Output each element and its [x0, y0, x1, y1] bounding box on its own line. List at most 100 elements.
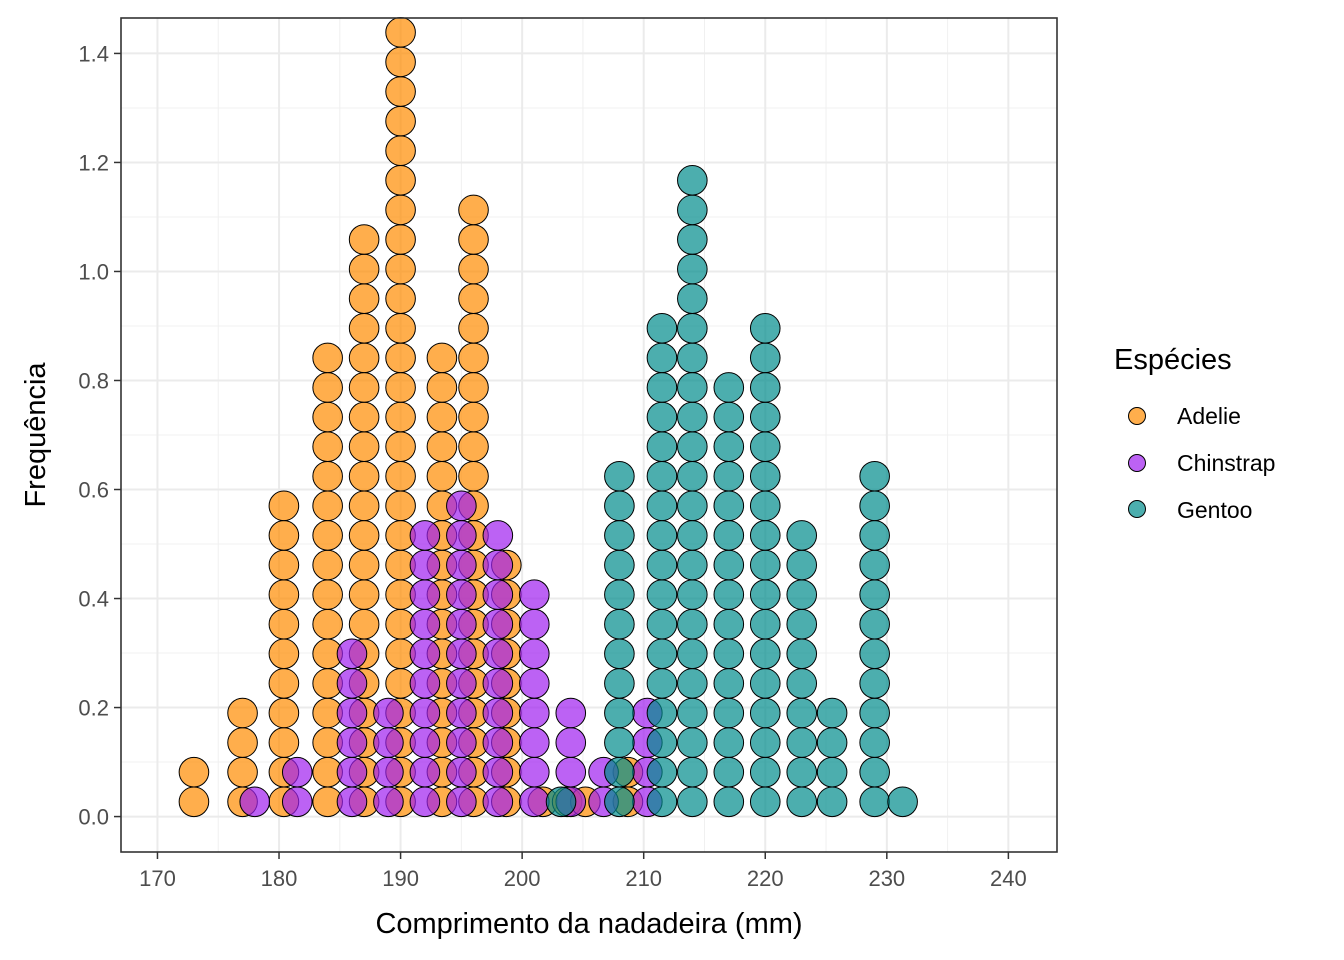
dot-adelie-7-18	[458, 253, 489, 285]
dot-adelie-5-20	[385, 194, 416, 226]
dot-chinstrap-5-2	[446, 727, 477, 758]
dot-chinstrap-4-5	[409, 638, 441, 670]
dot-adelie-4-15	[348, 342, 380, 374]
dot-adelie-6-13	[426, 401, 458, 433]
dot-gentoo-1-7	[604, 579, 635, 610]
dot-adelie-1-2	[227, 727, 258, 758]
dot-gentoo-8-9	[859, 520, 890, 551]
dot-adelie-4-18	[348, 253, 380, 285]
dot-chinstrap-4-2	[409, 727, 441, 758]
dot-chinstrap-7-5	[519, 638, 550, 670]
dot-gentoo-8-11	[859, 460, 890, 492]
legend-key-chinstrap	[1128, 454, 1146, 472]
dot-gentoo-3-5	[677, 638, 708, 670]
y-tick-label-0: 0.0	[78, 805, 109, 830]
dot-gentoo-6-9	[786, 520, 818, 551]
dot-gentoo-2-11	[646, 460, 678, 492]
dot-gentoo-1-9	[604, 520, 635, 551]
y-tick-label-4: 0.8	[78, 368, 109, 393]
dot-gentoo-1-4	[604, 668, 635, 699]
dot-gentoo-6-8	[786, 549, 818, 581]
dot-gentoo-8-5	[859, 638, 890, 670]
dot-gentoo-6-0	[786, 786, 818, 818]
dot-gentoo-2-0	[646, 786, 678, 818]
dot-gentoo-4-13	[713, 401, 745, 433]
dot-adelie-3-13	[312, 401, 343, 433]
dot-adelie-2-10	[268, 490, 300, 522]
x-tick-label-6: 230	[868, 866, 905, 891]
dot-chinstrap-7-3	[519, 697, 550, 729]
dot-gentoo-7-2	[816, 727, 848, 758]
dot-chinstrap-3-1	[373, 756, 404, 788]
dot-adelie-5-15	[385, 342, 416, 374]
x-tick-label-3: 200	[504, 866, 541, 891]
dot-adelie-0-0	[178, 786, 210, 818]
dot-gentoo-6-6	[786, 608, 818, 640]
dot-chinstrap-1-1	[281, 756, 313, 788]
y-tick-label-6: 1.2	[78, 150, 109, 175]
dot-chinstrap-7-6	[519, 608, 550, 640]
dot-chinstrap-8-2	[555, 727, 587, 758]
dot-chinstrap-6-8	[482, 549, 514, 581]
x-tick-label-5: 220	[747, 866, 784, 891]
dot-chinstrap-3-2	[373, 727, 404, 758]
dot-adelie-3-12	[312, 431, 343, 462]
dot-gentoo-8-10	[859, 490, 890, 522]
dot-gentoo-3-12	[677, 431, 708, 462]
dot-chinstrap-2-5	[336, 638, 368, 670]
dot-chinstrap-4-1	[409, 756, 441, 788]
dot-gentoo-3-19	[677, 224, 708, 255]
dot-adelie-3-9	[312, 520, 343, 551]
dot-gentoo-2-15	[646, 342, 678, 374]
dot-gentoo-3-13	[677, 401, 708, 433]
dot-chinstrap-4-6	[409, 608, 441, 640]
dot-gentoo-5-2	[749, 727, 781, 758]
dot-gentoo-5-4	[749, 668, 781, 699]
dot-gentoo-5-10	[749, 490, 781, 522]
dot-gentoo-2-6	[646, 608, 678, 640]
y-tick-label-2: 0.4	[78, 587, 109, 612]
dot-chinstrap-6-3	[482, 697, 514, 729]
y-axis-title: Frequência	[20, 362, 52, 508]
dot-gentoo-3-4	[677, 668, 708, 699]
legend-label-chinstrap: Chinstrap	[1177, 450, 1275, 476]
dot-gentoo-5-0	[749, 786, 781, 818]
dot-chinstrap-6-1	[482, 756, 514, 788]
dot-chinstrap-8-3	[555, 697, 587, 729]
dot-gentoo-3-7	[677, 579, 708, 610]
dot-adelie-5-23	[385, 105, 416, 137]
dot-gentoo-1-6	[604, 608, 635, 640]
dot-gentoo-3-8	[677, 549, 708, 581]
dot-gentoo-5-8	[749, 549, 781, 581]
dot-adelie-4-14	[348, 372, 380, 403]
dot-chinstrap-6-4	[482, 668, 514, 699]
dot-gentoo-6-4	[786, 668, 818, 699]
dot-adelie-1-3	[227, 697, 258, 729]
dot-gentoo-5-6	[749, 608, 781, 640]
dot-chinstrap-7-7	[519, 579, 550, 610]
dot-chinstrap-2-2	[336, 727, 368, 758]
dot-gentoo-5-12	[749, 431, 781, 462]
dot-gentoo-2-1	[646, 756, 678, 788]
legend-item-adelie: Adelie	[1128, 403, 1241, 429]
dot-adelie-3-14	[312, 372, 343, 403]
dot-chinstrap-7-1	[519, 756, 550, 788]
dot-chinstrap-2-0	[336, 786, 368, 818]
plot-border	[120, 17, 1058, 853]
x-axis: 170 180 190 200 210 220 230 240	[139, 852, 1027, 891]
dot-gentoo-5-16	[749, 312, 781, 344]
dot-gentoo-1-0	[604, 786, 635, 818]
dot-gentoo-8-0	[859, 786, 890, 818]
dot-adelie-4-13	[348, 401, 380, 433]
dot-chinstrap-5-4	[446, 668, 477, 699]
dot-adelie-2-9	[268, 520, 300, 551]
dot-chinstrap-7-4	[519, 668, 550, 699]
dot-gentoo-1-10	[604, 490, 635, 522]
dot-adelie-3-15	[312, 342, 343, 374]
dot-gentoo-1-5	[604, 638, 635, 670]
dot-adelie-7-11	[458, 460, 489, 492]
dot-adelie-5-22	[385, 135, 416, 167]
dot-gentoo-3-16	[677, 312, 708, 344]
dot-gentoo-8-1	[859, 756, 890, 788]
dot-gentoo-5-11	[749, 460, 781, 492]
